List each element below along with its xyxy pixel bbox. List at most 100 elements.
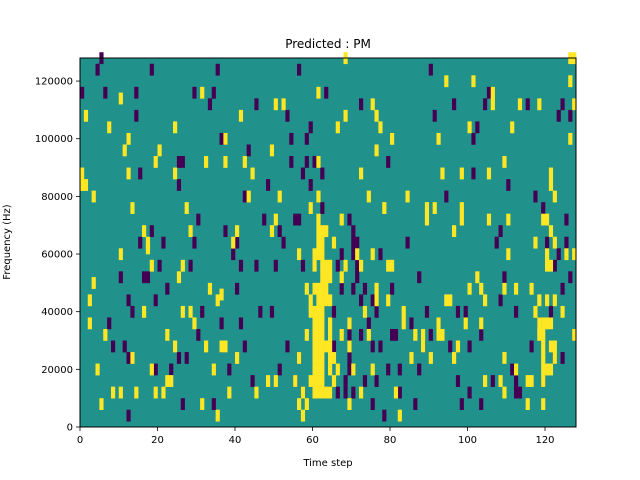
heatmap-cell-high [324,271,329,284]
heatmap-cell-low [335,386,340,399]
heatmap-cell-high [572,328,577,341]
heatmap-cell-low [196,328,201,341]
heatmap-cell-low [560,352,565,364]
heatmap-cell-high [436,132,441,145]
heatmap-cell-high [320,248,325,261]
heatmap-cell-high [339,213,344,226]
heatmap-cell-high [347,398,352,410]
heatmap-cell-high [308,202,313,214]
heatmap-cell-high [173,167,178,180]
heatmap-cell-high [355,248,360,261]
y-tick-label: 0 [67,423,73,434]
heatmap-cell-high [486,167,492,180]
heatmap-cell-low [219,317,224,330]
heatmap-cell-high [173,121,178,134]
heatmap-cell-high [320,305,325,318]
heatmap-cell-low [483,98,488,111]
heatmap-cell-high [436,317,441,330]
heatmap-cell-low [192,86,197,99]
heatmap-cell-high [254,386,259,399]
heatmap-cell-high [475,271,480,284]
heatmap-cell-high [370,363,375,376]
heatmap-cell-high [552,294,557,307]
heatmap-cell-low [145,271,151,284]
heatmap-cell-low [192,236,197,249]
heatmap-cell-low [370,398,375,410]
heatmap-cell-high [393,386,399,399]
heatmap-cell-high [421,328,426,341]
heatmap-cell-low [80,86,85,99]
heatmap-cell-high [122,144,127,157]
heatmap-cell-high [328,386,333,399]
heatmap-cell-high [200,86,205,99]
heatmap-cell-high [359,167,364,180]
heatmap-cell-high [316,236,321,249]
heatmap-cell-low [374,375,379,387]
heatmap-cell-high [359,259,364,272]
heatmap-cell-high [176,271,182,284]
heatmap-cell-low [510,363,515,376]
heatmap-cell-low [118,271,123,284]
heatmap-cell-high [424,202,430,214]
heatmap-cell-low [111,340,116,353]
heatmap-cell-low [347,328,352,341]
heatmap-cell-high [316,86,321,99]
heatmap-cell-high [541,317,546,330]
heatmap-cell-high [541,398,546,410]
heatmap-cell-high [223,340,228,353]
heatmap-cell-high [452,225,457,238]
y-tick-label: 100000 [35,134,73,145]
heatmap-cell-low [351,248,356,261]
heatmap-cell-high [401,317,406,330]
heatmap-cell-low [335,259,340,272]
heatmap-cell-low [269,305,275,318]
heatmap-cell-high [572,98,577,111]
heatmap-cell-low [200,305,205,318]
heatmap-cell-high [568,75,573,88]
heatmap-cell-high [304,282,309,295]
heatmap-cell-low [297,213,302,226]
heatmap-cell-low [455,375,461,387]
heatmap-cell-high [324,225,329,238]
heatmap-cell-low [552,259,557,272]
heatmap-cell-high [235,225,240,238]
heatmap-cell-low [529,340,534,353]
heatmap-cell-low [517,386,523,399]
heatmap-cell-low [343,386,348,399]
heatmap-cell-high [165,328,170,341]
heatmap-cell-low [312,156,317,168]
heatmap-cell-high [328,259,333,272]
heatmap-cell-high [320,236,325,249]
heatmap-cell-low [486,86,492,99]
heatmap-cell-low [452,98,457,111]
plot-area [79,52,577,428]
heatmap-cell-high [107,121,112,134]
heatmap-cell-high [328,328,333,341]
heatmap-cell-high [219,288,224,301]
heatmap-cell-high [486,213,492,226]
heatmap-cell-low [161,236,166,249]
heatmap-cell-low [339,282,344,295]
heatmap-cell-low [362,375,368,387]
heatmap-cell-high [320,340,325,353]
heatmap-cell-high [374,294,379,307]
heatmap-cell-high [541,340,546,353]
heatmap-cell-high [316,294,321,307]
heatmap-cell-low [103,86,108,99]
heatmap-cell-high [347,340,352,353]
heatmap-cell-low [347,352,352,364]
heatmap-cell-low [413,398,418,410]
heatmap-cell-high [316,213,321,226]
heatmap-cell-high [548,225,554,238]
heatmap-cell-high [316,328,321,341]
heatmap-cell-high [324,386,329,399]
heatmap-cell-high [459,213,464,226]
heatmap-cell-low [378,248,383,261]
heatmap-cell-low [556,248,561,261]
heatmap-cell-high [242,156,247,168]
heatmap-cell-low [130,305,135,318]
heatmap-cell-low [285,340,290,353]
heatmap-cell-high [545,259,550,272]
x-tick-label: 80 [384,435,397,446]
heatmap-cell-low [277,363,282,376]
